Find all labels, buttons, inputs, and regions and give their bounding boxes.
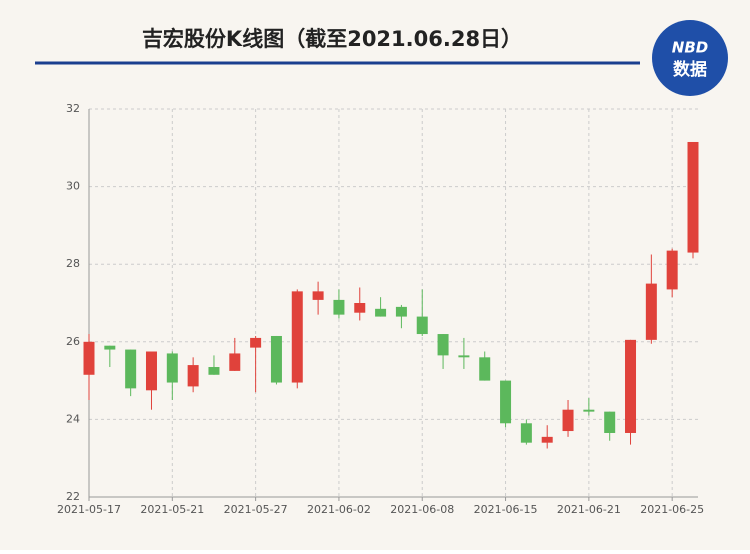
- y-tick-label: 26: [66, 335, 80, 348]
- candle-body: [541, 436, 553, 443]
- x-tick-label: 2021-06-25: [640, 503, 704, 516]
- candle-body: [166, 353, 178, 383]
- candle-body: [500, 380, 512, 424]
- candle-body: [437, 334, 449, 356]
- x-tick-label: 2021-05-21: [140, 503, 204, 516]
- candle-body: [520, 423, 532, 443]
- logo-bottom: 数据: [673, 59, 707, 80]
- candle-body: [666, 250, 678, 290]
- logo: [652, 20, 728, 96]
- chart-title: 吉宏股份K线图（截至2021.06.28日）: [142, 27, 522, 51]
- candle-body: [270, 335, 282, 383]
- candle-body: [291, 291, 303, 383]
- candle-body: [604, 411, 616, 433]
- x-tick-label: 2021-06-02: [307, 503, 371, 516]
- logo-top: NBD: [672, 39, 708, 57]
- x-tick-label: 2021-05-27: [224, 503, 288, 516]
- candle-body: [354, 303, 366, 313]
- candle-body: [333, 299, 345, 315]
- x-tick-label: 2021-06-21: [557, 503, 621, 516]
- candle-body: [479, 357, 491, 381]
- y-tick-label: 22: [66, 490, 80, 503]
- candle-body: [583, 409, 595, 412]
- candle-body: [395, 306, 407, 317]
- candle-body: [250, 337, 262, 348]
- candle-body: [145, 351, 157, 391]
- candle-body: [208, 367, 220, 375]
- y-tick-label: 28: [66, 257, 80, 270]
- y-tick-label: 24: [66, 412, 80, 425]
- x-tick-label: 2021-06-08: [390, 503, 454, 516]
- candle-body: [625, 339, 637, 433]
- candle-body: [104, 345, 116, 350]
- candle-body: [416, 316, 428, 335]
- x-tick-label: 2021-05-17: [57, 503, 121, 516]
- candle-body: [562, 409, 574, 432]
- y-tick-label: 30: [66, 180, 80, 193]
- candle-body: [458, 355, 470, 358]
- candle-body: [125, 349, 137, 389]
- x-tick-label: 2021-06-15: [474, 503, 538, 516]
- candle-body: [687, 141, 699, 253]
- candle-body: [645, 283, 657, 340]
- candle-body: [83, 341, 95, 375]
- candle-body: [187, 365, 199, 387]
- y-tick-label: 32: [66, 102, 80, 115]
- candle-body: [312, 291, 324, 300]
- candle-body: [229, 353, 241, 371]
- candle-body: [375, 308, 387, 317]
